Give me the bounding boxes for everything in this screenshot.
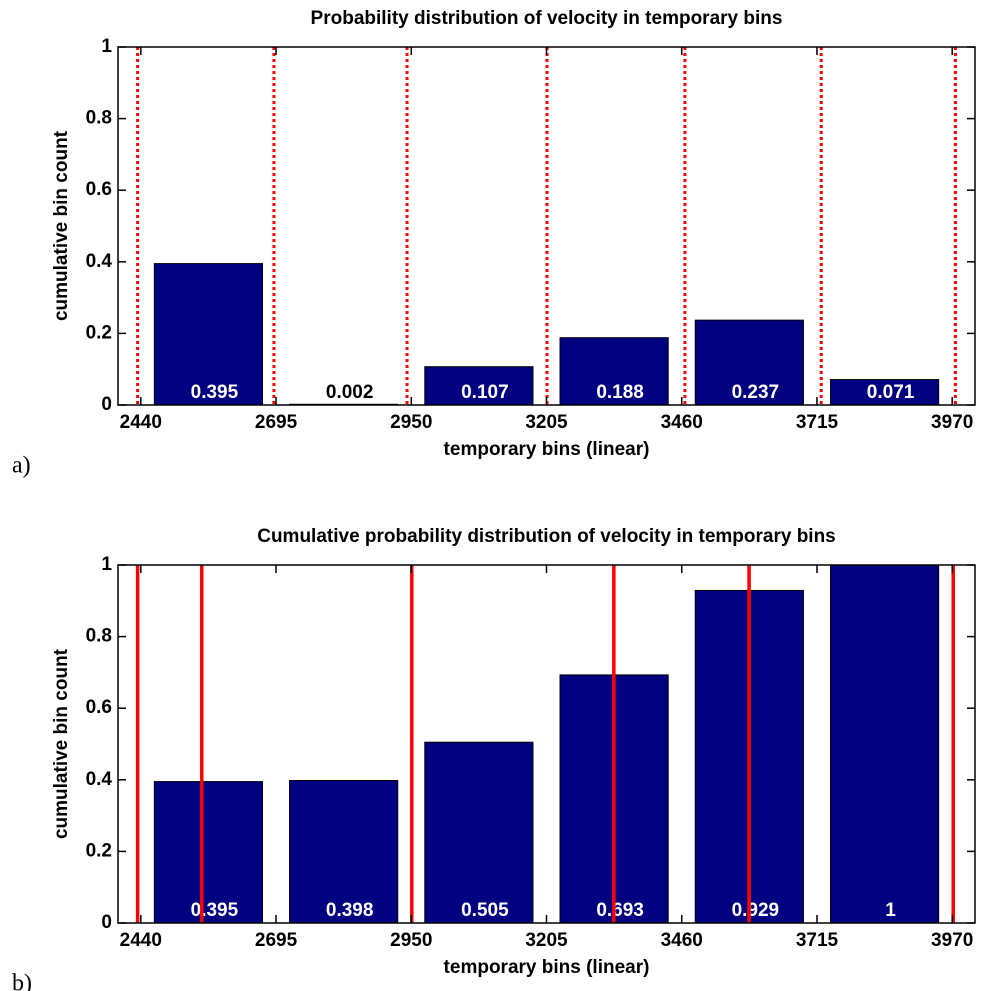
y-tick-label: 1	[101, 554, 112, 575]
y-tick-label: 0.4	[86, 769, 113, 790]
x-tick-label: 2950	[390, 412, 432, 433]
bar	[289, 780, 399, 924]
value-label: 0.398	[326, 900, 374, 921]
x-tick-label: 2695	[255, 930, 298, 951]
value-label: 0.395	[191, 900, 239, 921]
bar	[153, 263, 264, 406]
y-tick-label: 0.8	[86, 626, 112, 647]
x-tick-label: 3460	[661, 412, 703, 433]
y-tick-label: 1	[101, 36, 112, 57]
x-tick-label: 3970	[931, 412, 973, 433]
panel-label: b)	[12, 971, 32, 991]
y-axis-label: cumulative bin count	[51, 648, 72, 839]
value-label: 1	[885, 900, 896, 921]
y-tick-label: 0.2	[86, 322, 112, 343]
value-label: 0.237	[732, 382, 780, 403]
value-label: 0.395	[191, 382, 239, 403]
x-tick-label: 2440	[120, 930, 162, 951]
y-tick-label: 0	[101, 394, 112, 415]
value-label: 0.929	[732, 900, 780, 921]
x-tick-label: 2950	[390, 930, 432, 951]
bar	[694, 319, 804, 406]
y-axis-label: cumulative bin count	[51, 130, 72, 321]
x-tick-label: 3205	[525, 412, 568, 433]
value-label: 0.071	[867, 382, 915, 403]
x-tick-label: 3715	[796, 412, 839, 433]
bar	[829, 564, 940, 924]
bar	[424, 741, 534, 924]
x-tick-label: 3970	[931, 930, 973, 951]
bar	[559, 337, 669, 406]
value-label: 0.107	[461, 382, 509, 403]
y-tick-label: 0.8	[86, 108, 112, 129]
value-label: 0.002	[326, 382, 374, 403]
x-tick-label: 3715	[796, 930, 839, 951]
y-tick-label: 0	[101, 912, 112, 933]
value-label: 0.693	[596, 900, 644, 921]
y-tick-label: 0.6	[86, 179, 112, 200]
x-axis-label: temporary bins (linear)	[444, 957, 650, 978]
bar	[153, 781, 264, 924]
y-tick-label: 0.2	[86, 840, 112, 861]
value-label: 0.505	[461, 900, 509, 921]
x-tick-label: 2440	[120, 412, 162, 433]
x-tick-label: 3460	[661, 930, 703, 951]
panel-label: a)	[12, 453, 31, 479]
y-tick-label: 0.4	[86, 251, 113, 272]
value-label: 0.188	[596, 382, 644, 403]
chart-title: Probability distribution of velocity in …	[311, 8, 783, 29]
x-tick-label: 2695	[255, 412, 298, 433]
y-tick-label: 0.6	[86, 697, 112, 718]
x-tick-label: 3205	[525, 930, 568, 951]
chart-title: Cumulative probability distribution of v…	[257, 526, 836, 547]
x-axis-label: temporary bins (linear)	[444, 439, 650, 460]
